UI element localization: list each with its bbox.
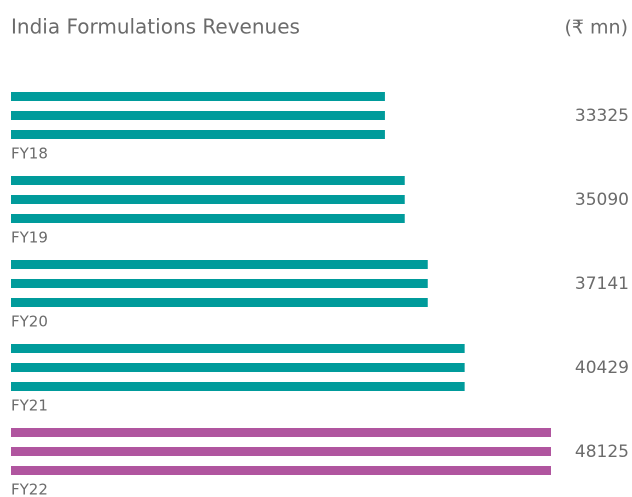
bar-stripe [11,344,465,353]
bar-stripe [11,92,385,101]
bar-stripe [11,363,465,372]
bar-stripe [11,447,551,456]
bar-stripe [11,466,551,475]
bar-stripe [11,130,385,139]
category-label: FY20 [11,313,48,331]
bar-stripe [11,111,385,120]
category-label: FY19 [11,229,48,247]
bar-stripe [11,260,428,269]
category-label: FY18 [11,145,48,163]
bar-stripe [11,428,551,437]
value-label: 33325 [575,106,629,126]
bar-stripe [11,176,405,185]
value-label: 40429 [575,358,629,378]
category-label: FY21 [11,397,48,415]
value-label: 48125 [575,442,629,462]
bar-stripe [11,214,405,223]
bar-stripe [11,279,428,288]
value-label: 35090 [575,190,629,210]
category-label: FY22 [11,481,48,497]
value-label: 37141 [575,274,629,294]
chart-title: India Formulations Revenues [11,15,300,39]
bar-stripe [11,382,465,391]
unit-label: (₹ mn) [564,17,628,39]
bar-stripe [11,298,428,307]
bar-stripe [11,195,405,204]
